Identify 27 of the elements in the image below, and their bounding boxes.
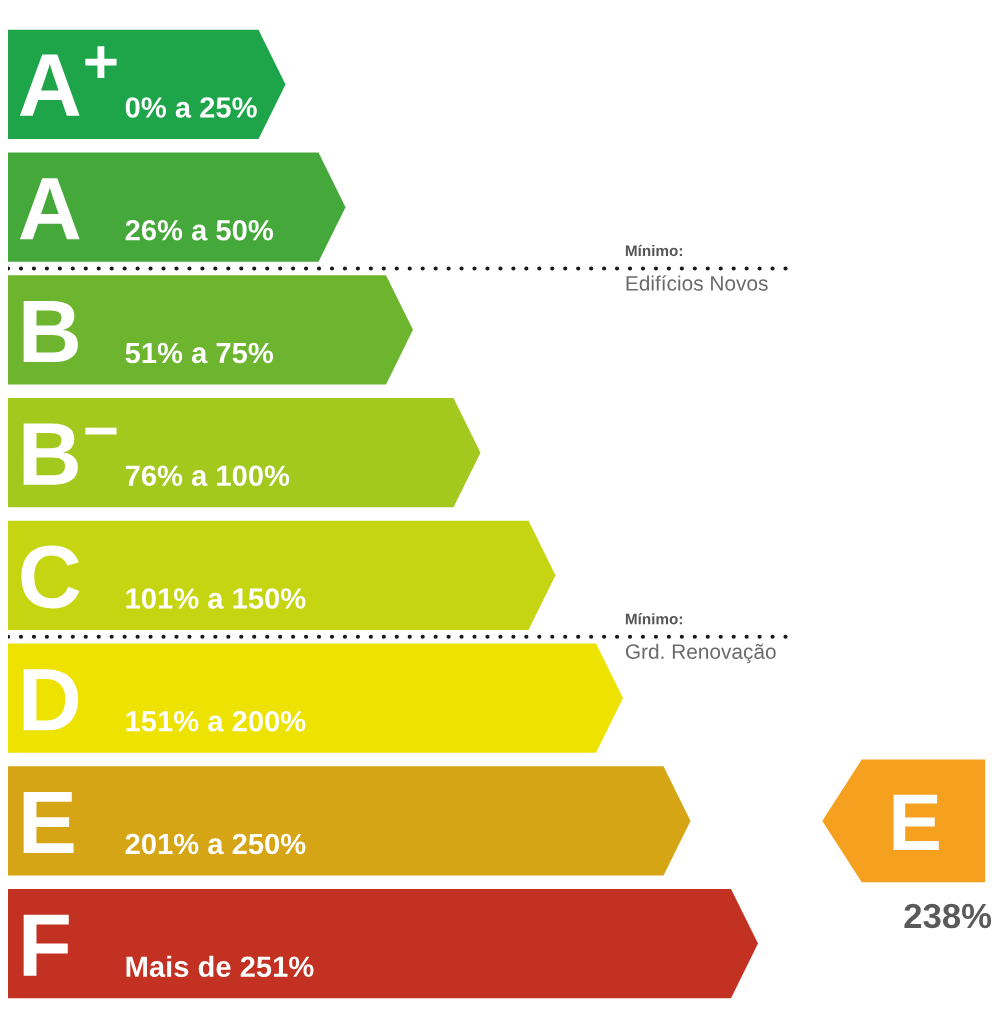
text: Mínimo: Edifícios Novos [625, 244, 768, 291]
y-tick-label: B [23, 300, 78, 363]
annotation: 101% a 150% [126, 588, 306, 609]
bar [8, 889, 758, 999]
bar [8, 643, 623, 753]
annotation: 0% a 25% [125, 97, 257, 118]
y-tick-label: E [23, 791, 74, 854]
bar [8, 520, 556, 630]
annotation: 76% a 100% [125, 465, 290, 487]
y-tick-label: C [21, 545, 80, 609]
bar [8, 275, 413, 385]
bar [8, 766, 691, 876]
y-tick-label: B$^{−}$ [23, 423, 117, 485]
y-tick-label: A$^{+}$ [19, 46, 117, 116]
y-tick-label: D [23, 669, 79, 731]
text: E [893, 794, 939, 851]
y-tick-label: A [19, 178, 80, 240]
y-tick-label: F [23, 914, 69, 976]
annotation: 51% a 75% [125, 342, 274, 364]
text: 238% [904, 903, 992, 929]
annotation: 201% a 250% [125, 833, 306, 855]
bar [8, 152, 346, 262]
bar [8, 398, 481, 508]
annotation: Mais de 251% [126, 955, 314, 978]
annotation: 151% a 200% [126, 710, 306, 732]
annotation: 26% a 50% [125, 219, 274, 241]
text: Mínimo: Grd. Renovação [625, 613, 776, 664]
